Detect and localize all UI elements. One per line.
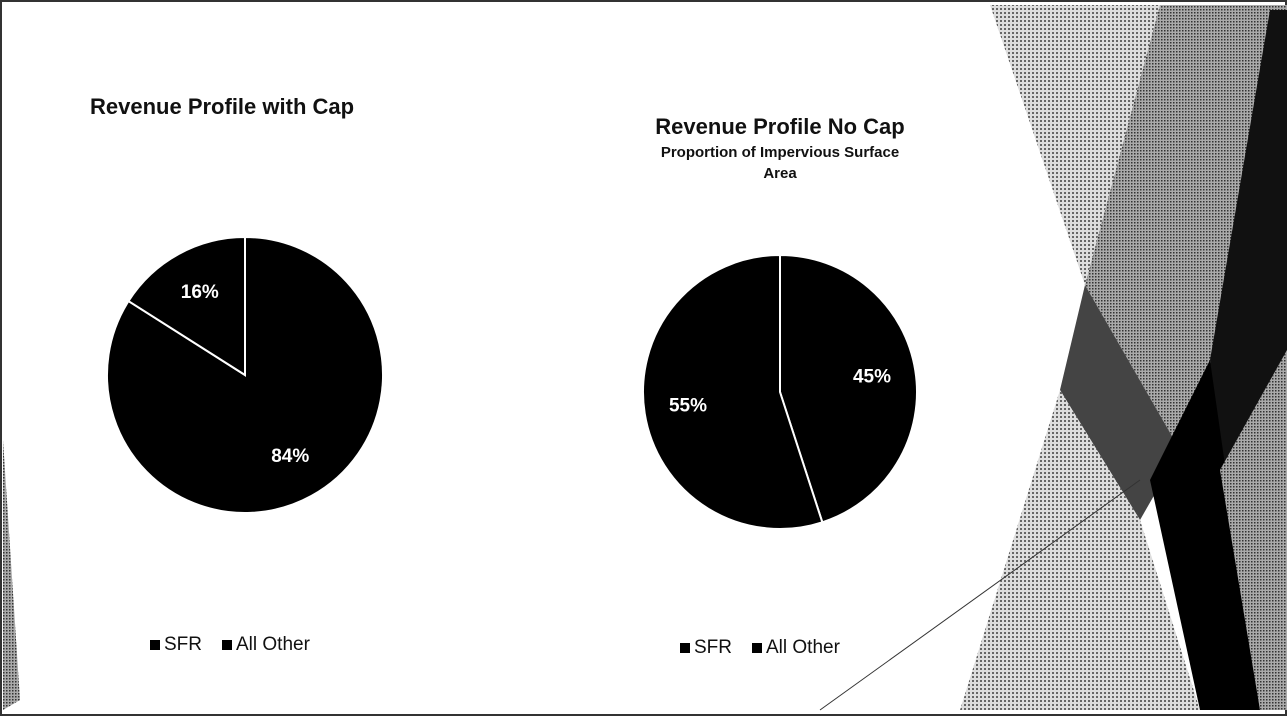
legend-label: All Other	[236, 634, 311, 655]
legend-label: All Other	[766, 637, 841, 658]
chart-title: Revenue Profile with Cap	[90, 94, 354, 119]
subtitle-box: Proportion of Impervious Surface Area	[660, 142, 900, 192]
legend-label: SFR	[694, 637, 732, 658]
data-label: 84%	[271, 446, 309, 467]
data-label: 16%	[181, 282, 219, 303]
legend-swatch	[752, 643, 762, 653]
chart-title: Revenue Profile No Cap	[655, 114, 904, 139]
legend-swatch	[222, 640, 232, 650]
data-label: 55%	[669, 396, 707, 417]
data-label: 45%	[853, 366, 891, 387]
legend-swatch	[680, 643, 690, 653]
legend-label: SFR	[164, 634, 202, 655]
chart-subtitle: Proportion of Impervious Surface Area	[660, 142, 900, 184]
chart: Revenue Profile with Cap Revenue Profile…	[0, 0, 1287, 716]
legend-swatch	[150, 640, 160, 650]
